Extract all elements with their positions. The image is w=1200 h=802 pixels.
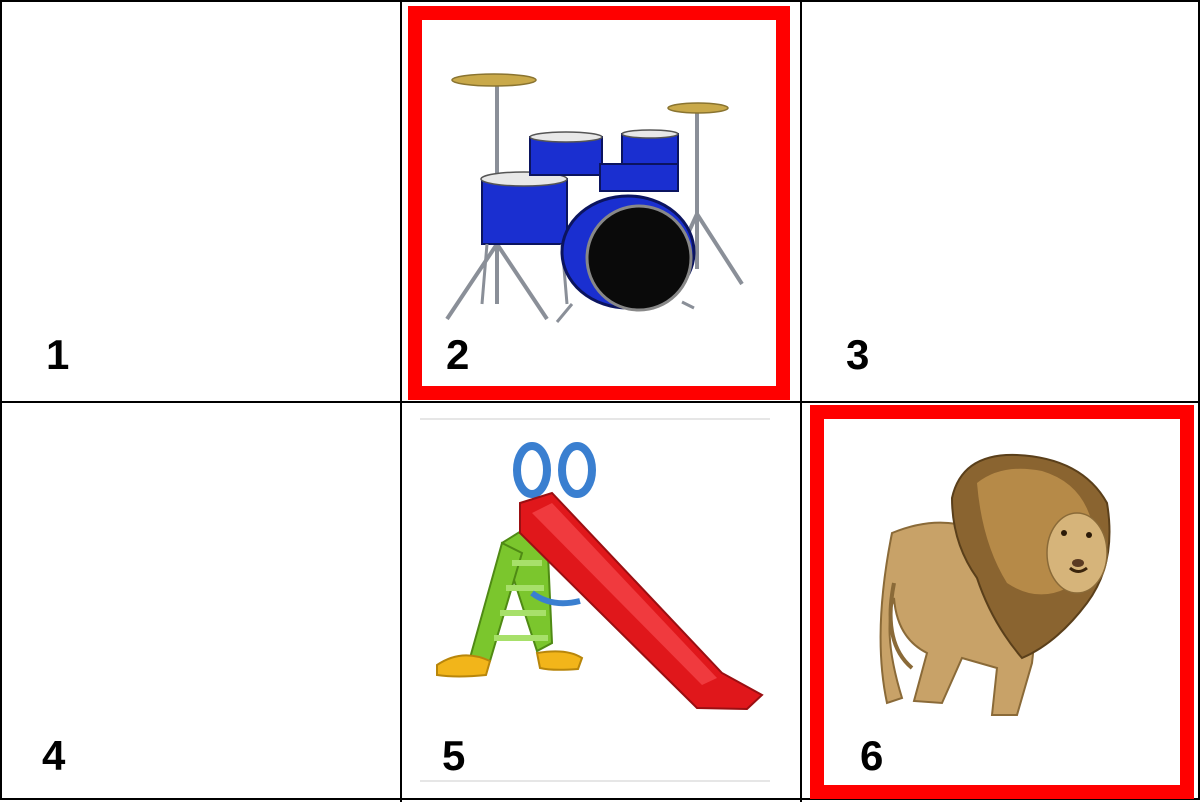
- cell-number: 6: [860, 732, 884, 779]
- grid-cell-3[interactable]: 3: [802, 4, 1200, 402]
- grid-cell-1[interactable]: 1: [4, 4, 402, 402]
- cell-number: 2: [446, 331, 470, 378]
- cell-number: 4: [42, 732, 66, 779]
- drum-kit-icon: [445, 73, 744, 323]
- selection-border: [408, 6, 790, 400]
- selection-border: [810, 405, 1194, 799]
- grid-cell-2[interactable]: 2: [402, 4, 800, 402]
- slide-icon: [420, 418, 770, 782]
- lion-icon: [879, 453, 1111, 716]
- cell-number: 3: [846, 331, 870, 378]
- grid-cell-4[interactable]: 4: [4, 403, 402, 801]
- cell-number: 5: [442, 732, 466, 779]
- grid-cell-5[interactable]: 5: [402, 403, 800, 801]
- grid-divider: [2, 401, 1200, 403]
- cell-number: 1: [46, 331, 70, 378]
- grid-cell-6[interactable]: 6: [802, 403, 1200, 801]
